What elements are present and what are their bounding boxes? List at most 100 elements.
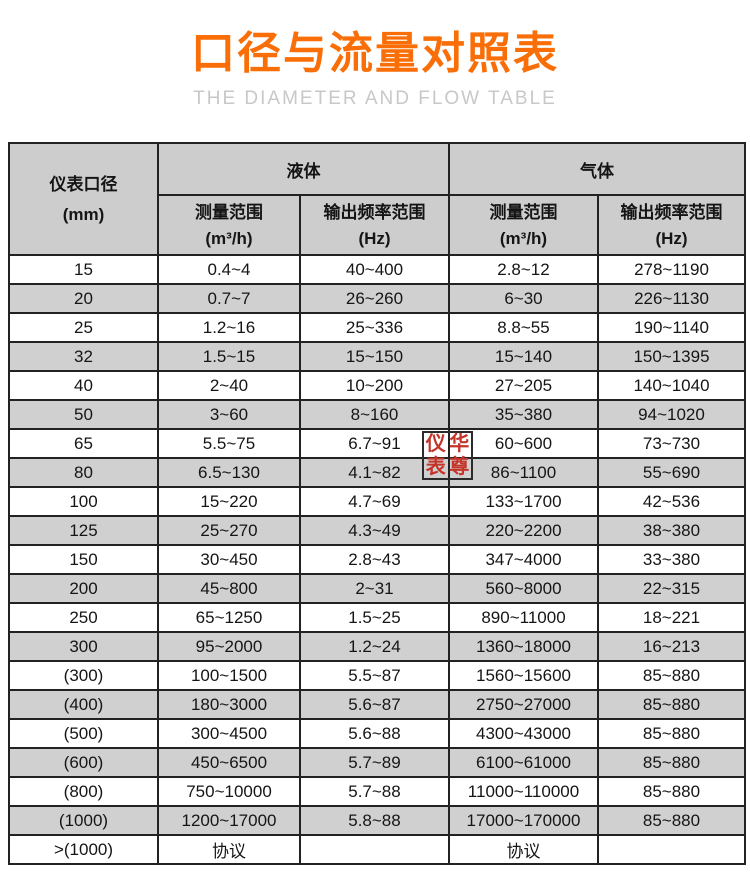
- value-cell: 45~800: [157, 573, 301, 604]
- value-cell: 1.2~24: [299, 631, 450, 662]
- diameter-cell: 32: [8, 341, 159, 372]
- value-cell: 4300~43000: [448, 718, 599, 749]
- value-cell: 5.7~89: [299, 747, 450, 778]
- value-cell: 5.6~87: [299, 689, 450, 720]
- value-cell: 85~880: [597, 776, 746, 807]
- value-cell: 150~1395: [597, 341, 746, 372]
- measure-range-unit: (m³/h): [499, 229, 548, 248]
- diameter-cell: 15: [8, 254, 159, 285]
- value-cell: 8.8~55: [448, 312, 599, 343]
- table-row: (400) 180~3000 5.6~87 2750~27000 85~880: [8, 689, 746, 720]
- diameter-cell: (800): [8, 776, 159, 807]
- table-row: >(1000) 协议 协议: [8, 834, 746, 865]
- table-row: 300 95~2000 1.2~24 1360~18000 16~213: [8, 631, 746, 662]
- value-cell: 33~380: [597, 544, 746, 575]
- diameter-cell: >(1000): [8, 834, 159, 865]
- table-row: 65 5.5~75 6.7~91 60~600 73~730: [8, 428, 746, 459]
- value-cell: 140~1040: [597, 370, 746, 401]
- value-cell: 73~730: [597, 428, 746, 459]
- value-cell: 30~450: [157, 544, 301, 575]
- value-cell: 2.8~12: [448, 254, 599, 285]
- value-cell: 5.8~88: [299, 805, 450, 836]
- value-cell: 750~10000: [157, 776, 301, 807]
- table-row: 40 2~40 10~200 27~205 140~1040: [8, 370, 746, 401]
- value-cell: 25~270: [157, 515, 301, 546]
- value-cell: 890~11000: [448, 602, 599, 633]
- diameter-cell: 50: [8, 399, 159, 430]
- diameter-cell: 20: [8, 283, 159, 314]
- value-cell: 6100~61000: [448, 747, 599, 778]
- value-cell: 协议: [157, 834, 301, 865]
- value-cell: 220~2200: [448, 515, 599, 546]
- table-row: (800) 750~10000 5.7~88 11000~110000 85~880: [8, 776, 746, 807]
- table-row: 250 65~1250 1.5~25 890~11000 18~221: [8, 602, 746, 633]
- value-cell: 5.5~87: [299, 660, 450, 691]
- value-cell: 0.4~4: [157, 254, 301, 285]
- header-diameter-unit: (mm): [62, 205, 105, 224]
- value-cell: 100~1500: [157, 660, 301, 691]
- value-cell: 15~140: [448, 341, 599, 372]
- diameter-cell: 250: [8, 602, 159, 633]
- table-row: 25 1.2~16 25~336 8.8~55 190~1140: [8, 312, 746, 343]
- value-cell: 95~2000: [157, 631, 301, 662]
- value-cell: 60~600: [448, 428, 599, 459]
- value-cell: 3~60: [157, 399, 301, 430]
- diameter-cell: 200: [8, 573, 159, 604]
- header-liquid-measure-range: 测量范围 (m³/h): [157, 194, 301, 256]
- value-cell: 85~880: [597, 660, 746, 691]
- table-row: (1000) 1200~17000 5.8~88 17000~170000 85~880: [8, 805, 746, 836]
- value-cell: 4.3~49: [299, 515, 450, 546]
- value-cell: 190~1140: [597, 312, 746, 343]
- header-diameter: 仪表口径 (mm): [8, 142, 159, 256]
- table-row: 200 45~800 2~31 560~8000 22~315: [8, 573, 746, 604]
- value-cell: 27~205: [448, 370, 599, 401]
- frequency-range-unit: (Hz): [655, 229, 688, 248]
- value-cell: 85~880: [597, 805, 746, 836]
- value-cell: 8~160: [299, 399, 450, 430]
- value-cell: 2750~27000: [448, 689, 599, 720]
- table-row: 20 0.7~7 26~260 6~30 226~1130: [8, 283, 746, 314]
- diameter-cell: 65: [8, 428, 159, 459]
- table-row: 125 25~270 4.3~49 220~2200 38~380: [8, 515, 746, 546]
- value-cell: 347~4000: [448, 544, 599, 575]
- diameter-cell: 25: [8, 312, 159, 343]
- measure-range-unit: (m³/h): [205, 229, 253, 248]
- value-cell: 133~1700: [448, 486, 599, 517]
- frequency-range-label: 输出频率范围: [323, 203, 426, 222]
- table-row: 50 3~60 8~160 35~380 94~1020: [8, 399, 746, 430]
- value-cell: 86~1100: [448, 457, 599, 488]
- value-cell: 15~150: [299, 341, 450, 372]
- diameter-cell: 100: [8, 486, 159, 517]
- table-body: 15 0.4~4 40~400 2.8~12 278~1190 20 0.7~7 26~260…: [8, 254, 746, 865]
- value-cell: 94~1020: [597, 399, 746, 430]
- header-liquid: 液体: [157, 142, 450, 196]
- table-row: 32 1.5~15 15~150 15~140 150~1395: [8, 341, 746, 372]
- table-row: 100 15~220 4.7~69 133~1700 42~536: [8, 486, 746, 517]
- measure-range-label: 测量范围: [195, 203, 263, 222]
- value-cell: 22~315: [597, 573, 746, 604]
- page-subtitle: THE DIAMETER AND FLOW TABLE: [193, 88, 557, 109]
- header-gas-frequency-range: 输出频率范围 (Hz): [597, 194, 746, 256]
- value-cell: 10~200: [299, 370, 450, 401]
- value-cell: 17000~170000: [448, 805, 599, 836]
- diameter-cell: (400): [8, 689, 159, 720]
- value-cell: 1.5~25: [299, 602, 450, 633]
- value-cell: 0.7~7: [157, 283, 301, 314]
- value-cell: 180~3000: [157, 689, 301, 720]
- value-cell: 5.5~75: [157, 428, 301, 459]
- value-cell: 450~6500: [157, 747, 301, 778]
- value-cell: 42~536: [597, 486, 746, 517]
- page-title: 口径与流量对照表: [191, 29, 559, 78]
- value-cell: 560~8000: [448, 573, 599, 604]
- header-diameter-label: 仪表口径: [49, 175, 118, 194]
- value-cell: 38~380: [597, 515, 746, 546]
- frequency-range-unit: (Hz): [358, 229, 391, 248]
- value-cell: 55~690: [597, 457, 746, 488]
- value-cell: 2~40: [157, 370, 301, 401]
- value-cell: 2.8~43: [299, 544, 450, 575]
- diameter-cell: (500): [8, 718, 159, 749]
- diameter-cell: 80: [8, 457, 159, 488]
- value-cell: 1.5~15: [157, 341, 301, 372]
- value-cell: 5.6~88: [299, 718, 450, 749]
- value-cell: 协议: [448, 834, 599, 865]
